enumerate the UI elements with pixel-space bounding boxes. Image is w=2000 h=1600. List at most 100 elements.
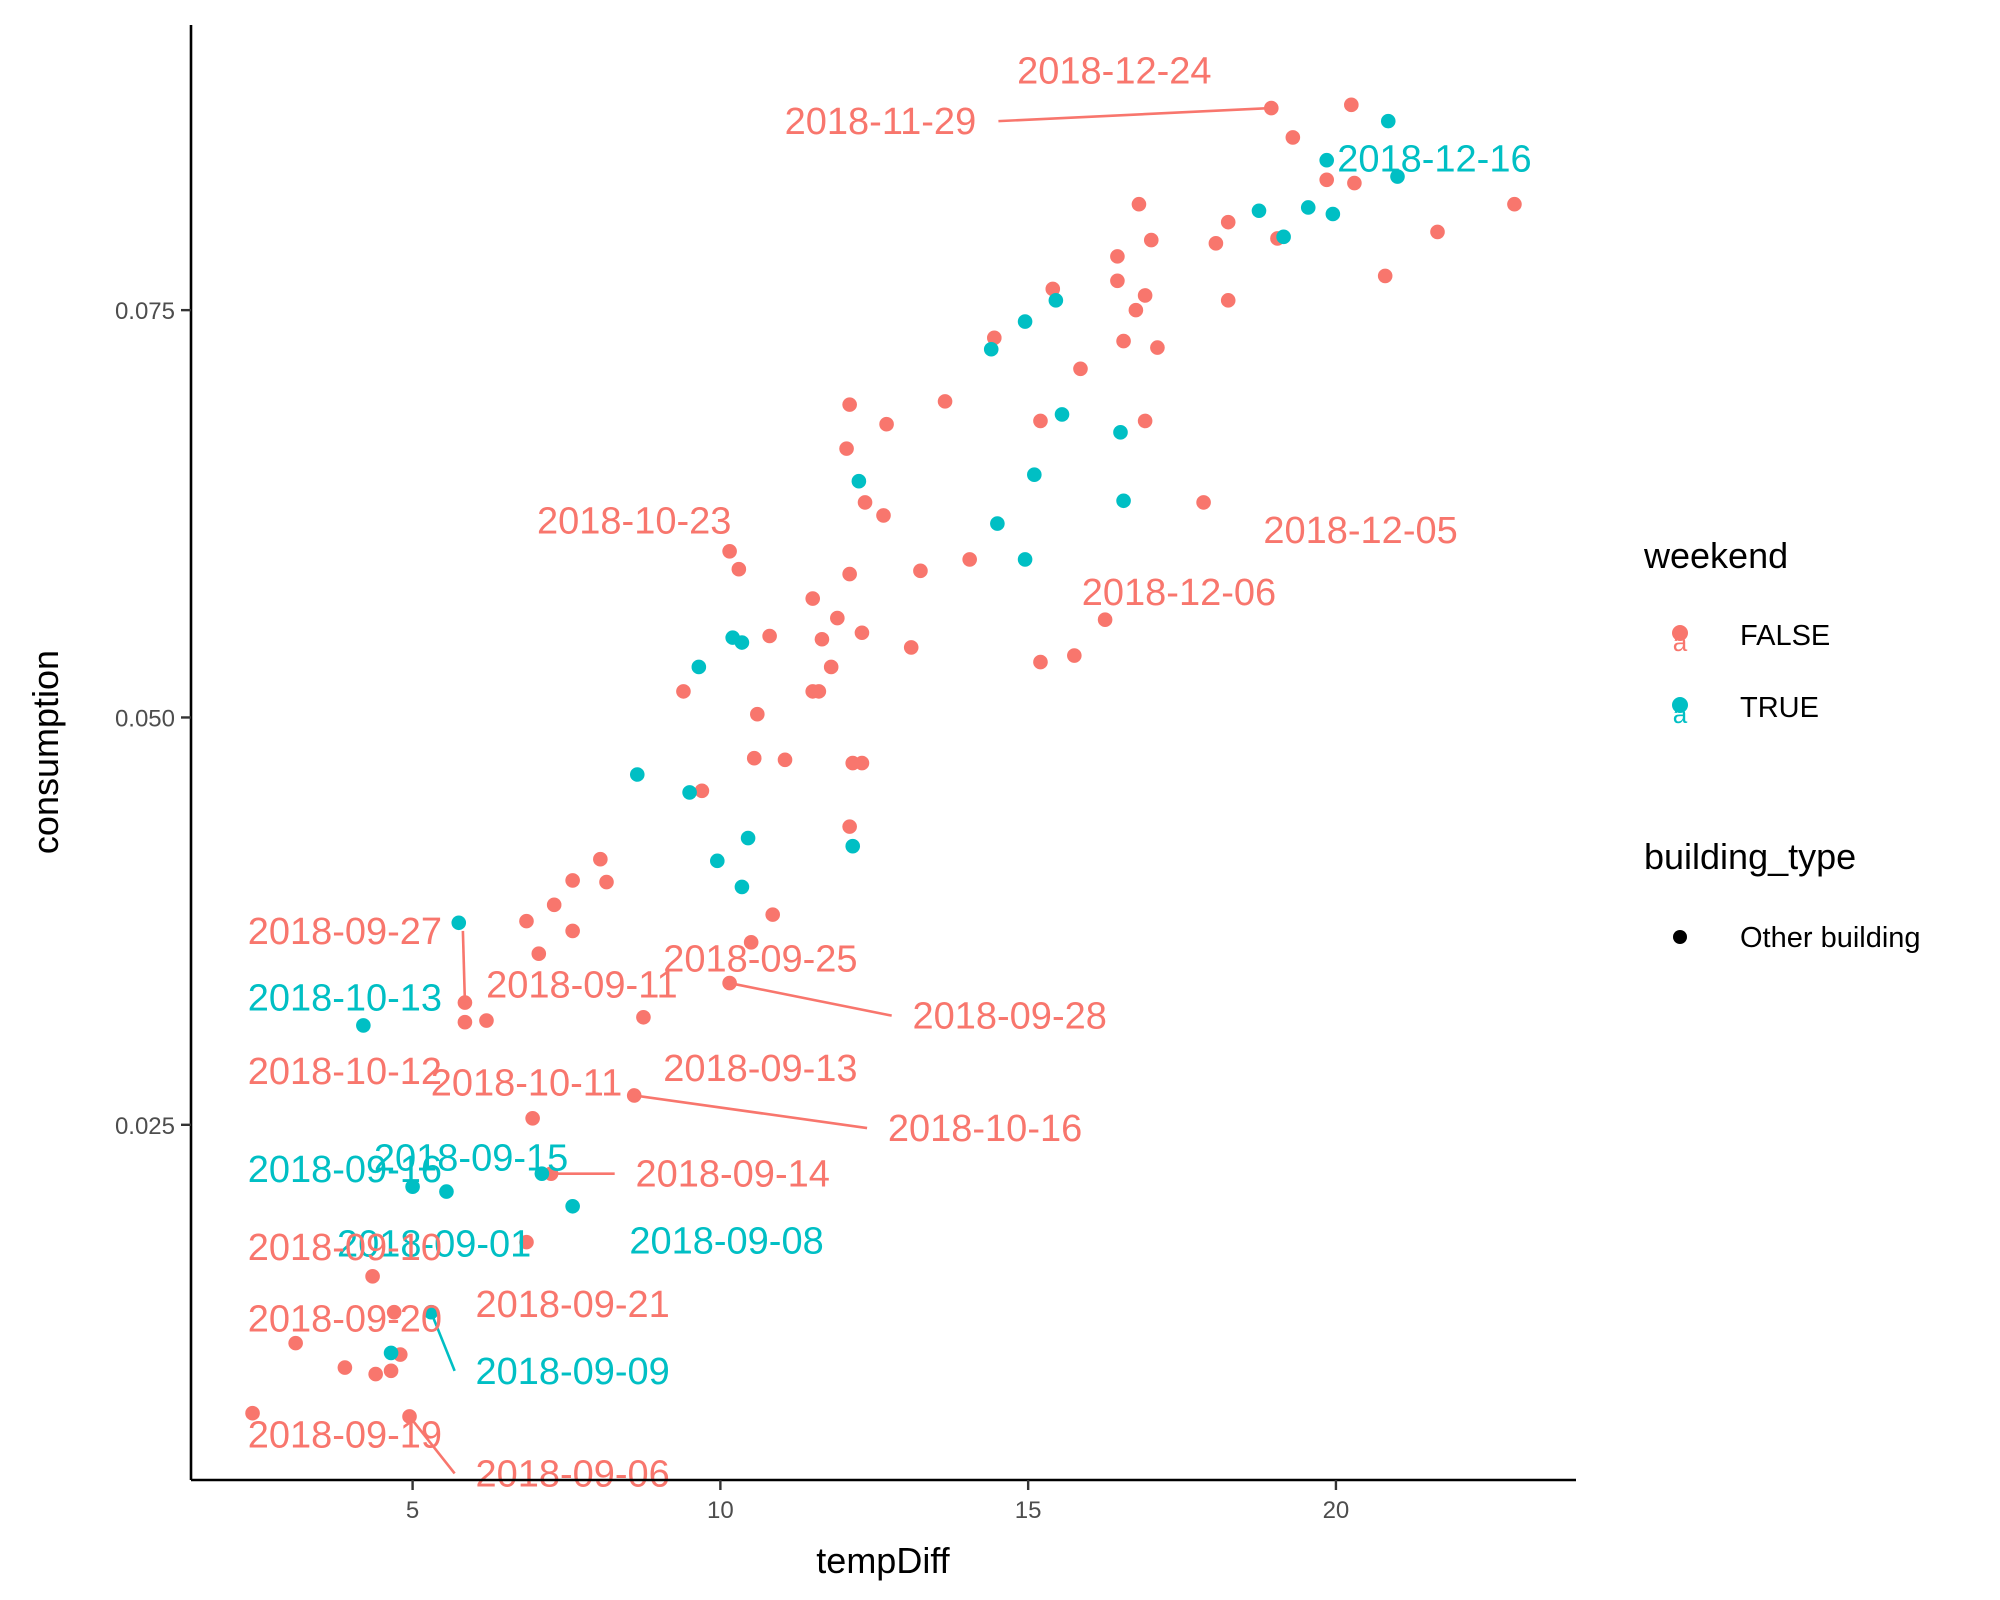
data-point-true <box>1113 425 1128 440</box>
data-point-false <box>626 1088 642 1103</box>
data-point-true <box>439 1184 454 1199</box>
data-point-false <box>1347 175 1362 191</box>
data-point-false <box>879 416 894 432</box>
legend-key-true-dot <box>1672 697 1688 713</box>
data-point-true <box>1048 293 1064 308</box>
data-point-false <box>913 563 928 579</box>
data-point-false <box>722 543 737 559</box>
data-point-false <box>1116 333 1131 349</box>
data-point-false <box>1033 413 1048 429</box>
data-point-false <box>839 441 854 456</box>
legend-building-title: building_type <box>1644 836 1856 877</box>
data-point-false <box>814 631 830 647</box>
x-tick-label: 5 <box>406 1497 419 1524</box>
data-point-true <box>565 1198 580 1214</box>
data-point-false <box>842 566 857 582</box>
point-label: 2018-09-16 <box>248 1149 442 1191</box>
point-label: 2018-12-06 <box>1082 572 1276 614</box>
data-point-false <box>479 1013 494 1028</box>
point-label: 2018-12-05 <box>1263 510 1457 552</box>
data-point-false <box>386 1304 402 1320</box>
data-point-false <box>805 591 821 606</box>
data-point-true <box>734 879 750 895</box>
data-point-false <box>1128 302 1144 318</box>
point-label: 2018-10-16 <box>888 1108 1082 1150</box>
data-point-false <box>1110 249 1125 264</box>
point-label: 2018-09-20 <box>248 1299 442 1341</box>
point-label: 2018-12-16 <box>1337 139 1531 181</box>
point-label: 2018-09-01 <box>337 1224 531 1266</box>
data-point-true <box>691 659 707 675</box>
data-point-false <box>565 923 580 939</box>
data-point-false <box>694 783 710 799</box>
data-point-false <box>777 752 793 768</box>
data-point-false <box>383 1363 399 1379</box>
legend-label-false: FALSE <box>1740 620 1830 652</box>
data-point-false <box>457 995 473 1010</box>
data-point-true <box>1325 206 1341 222</box>
point-label: 2018-10-13 <box>248 978 442 1020</box>
data-point-false <box>1319 172 1334 188</box>
data-point-false <box>519 1234 534 1250</box>
data-point-false <box>288 1335 303 1351</box>
data-point-true <box>1027 467 1042 482</box>
label-leader-line <box>729 981 892 1017</box>
point-label: 2018-09-11 <box>486 965 678 1007</box>
data-point-false <box>636 1009 651 1025</box>
data-point-true <box>851 473 867 489</box>
data-point-false <box>245 1405 260 1421</box>
data-point-false <box>823 659 839 675</box>
data-point-false <box>1285 130 1301 145</box>
point-label: 2018-11-29 <box>785 101 977 143</box>
data-point-false <box>565 873 580 888</box>
y-ticks: 0.025 0.050 0.075 <box>115 298 191 1140</box>
x-tick-label: 20 <box>1323 1497 1350 1524</box>
label-leader-line <box>634 1094 868 1130</box>
data-point-true <box>740 830 756 846</box>
point-labels-layer: 2018-12-24 2018-11-29 2018-12-16 2018-10-23… <box>248 51 1532 1496</box>
x-tick-label: 15 <box>1015 1497 1042 1524</box>
y-tick-label: 0.075 <box>115 298 175 325</box>
y-tick-label: 0.025 <box>115 1113 175 1140</box>
point-label: 2018-09-10 <box>248 1227 442 1269</box>
data-point-true <box>734 635 750 650</box>
point-label: 2018-10-23 <box>537 500 731 542</box>
legend-weekend-title: weekend <box>1643 535 1788 576</box>
point-label: 2018-12-24 <box>1017 51 1211 93</box>
points-layer <box>245 97 1522 1424</box>
data-point-false <box>546 897 562 913</box>
point-label: 2018-09-19 <box>248 1414 442 1456</box>
x-axis-title: tempDiff <box>816 1540 950 1581</box>
data-point-false <box>1143 232 1159 248</box>
data-point-false <box>599 874 614 890</box>
data-point-false <box>876 508 891 523</box>
data-point-false <box>337 1360 353 1375</box>
data-point-true <box>1116 493 1131 509</box>
legend-key-true-glyph: a <box>1673 699 1688 729</box>
legend: weekend a FALSE a TRUE building_type Oth… <box>1643 535 1921 954</box>
data-point-false <box>1137 288 1153 303</box>
data-point-true <box>1054 407 1070 422</box>
data-point-false <box>1110 273 1125 289</box>
data-point-true <box>383 1345 399 1361</box>
legend-label-true: TRUE <box>1740 692 1819 724</box>
point-label: 2018-09-13 <box>663 1048 857 1090</box>
data-point-false <box>1137 413 1153 429</box>
data-point-false <box>750 706 765 722</box>
data-point-true <box>1390 169 1405 184</box>
data-point-false <box>1264 100 1279 116</box>
data-point-false <box>1150 340 1165 355</box>
data-point-false <box>676 684 691 699</box>
data-point-true <box>1276 229 1291 245</box>
label-leader-line <box>998 106 1272 123</box>
data-point-false <box>830 610 845 626</box>
data-point-false <box>1196 495 1211 510</box>
data-point-true <box>423 1304 439 1320</box>
data-point-false <box>1208 236 1224 251</box>
legend-key-false-dot <box>1672 625 1688 641</box>
point-label: 2018-09-08 <box>629 1220 823 1262</box>
point-label: 2018-09-28 <box>912 996 1106 1038</box>
data-point-false <box>962 552 977 567</box>
data-point-false <box>765 907 780 922</box>
